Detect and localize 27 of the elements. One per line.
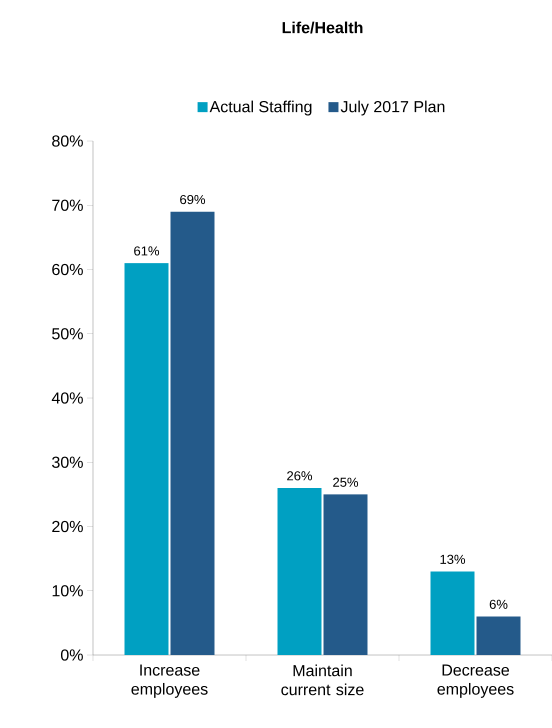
- bar: [278, 488, 322, 656]
- data-label: 6%: [490, 600, 508, 609]
- data-label: 61%: [134, 246, 160, 256]
- data-label: 69%: [180, 194, 206, 204]
- x-tick-label: Decrease employees: [437, 664, 514, 698]
- bar: [170, 212, 214, 656]
- y-tick-label: 80%: [52, 135, 83, 147]
- x-tick-label: Increase employees: [131, 664, 208, 698]
- y-tick-label: 30%: [52, 456, 83, 468]
- data-label: 13%: [440, 554, 466, 564]
- y-tick-label: 70%: [52, 200, 83, 211]
- legend-label: July 2017 Plan: [340, 100, 444, 116]
- data-label: 25%: [333, 478, 358, 487]
- chart-title: Life/Health: [282, 22, 362, 34]
- y-tick-label: 40%: [52, 392, 83, 404]
- y-tick-label: 20%: [52, 520, 83, 532]
- legend-label: Actual Staffing: [210, 100, 312, 116]
- x-tick-label: Maintain current size: [281, 664, 364, 696]
- bar: [124, 263, 168, 656]
- bar: [324, 494, 368, 656]
- data-label: 26%: [287, 471, 312, 480]
- y-tick-label: 60%: [52, 264, 83, 276]
- y-tick-label: 0%: [60, 649, 83, 661]
- y-tick-label: 50%: [52, 328, 83, 340]
- y-tick-label: 10%: [52, 585, 83, 596]
- bar: [476, 616, 521, 656]
- bar: [430, 571, 474, 656]
